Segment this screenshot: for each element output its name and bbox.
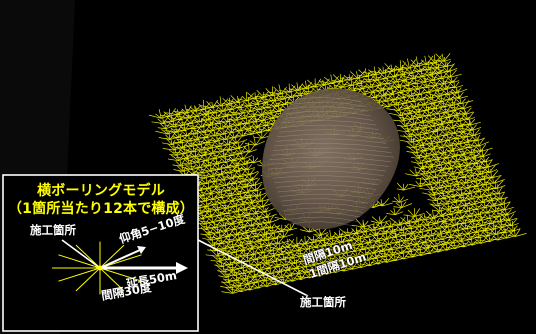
origin-point xyxy=(98,266,103,271)
legend-site-label: 施工箇所 xyxy=(30,222,76,238)
model-site-label: 施工箇所 xyxy=(300,294,346,310)
legend-title-line-1: 横ボーリングモデル xyxy=(3,180,199,200)
